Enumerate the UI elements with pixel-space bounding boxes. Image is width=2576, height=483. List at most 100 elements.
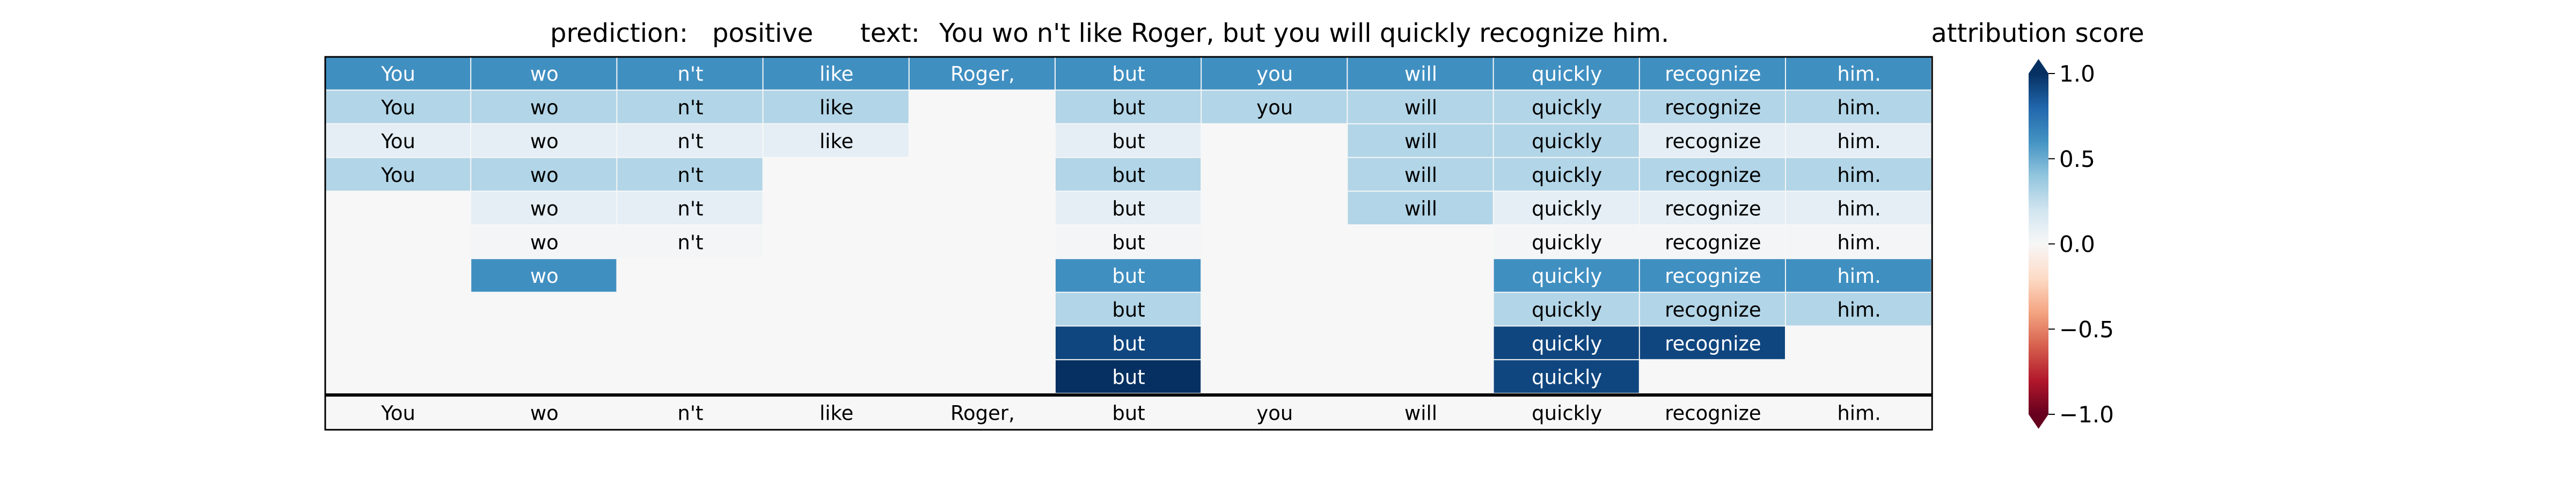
colorbar-tick-label: 0.0	[2059, 231, 2095, 258]
cell-token-label: but	[1112, 298, 1145, 321]
cell-token-label: him.	[1837, 130, 1881, 153]
colorbar-extend-max	[2029, 59, 2048, 74]
cell-token-label: quickly	[1532, 197, 1602, 221]
heatmap-cell	[1494, 259, 1639, 292]
colorbar-label: attribution score	[1931, 18, 2144, 48]
heatmap-cell	[1348, 57, 1493, 90]
heatmap-cell	[325, 57, 471, 90]
heatmap-cell	[471, 158, 617, 191]
cell-token-label: will	[1404, 197, 1437, 221]
cell-token-label: recognize	[1665, 62, 1761, 85]
reference-token-label: like	[819, 401, 853, 425]
cell-token-label: him.	[1837, 265, 1881, 288]
heatmap-cell	[1056, 259, 1201, 292]
cell-token-label: recognize	[1665, 265, 1761, 288]
colorbar-extend-min	[2029, 414, 2048, 429]
colorbar-tick-label: 0.5	[2059, 146, 2095, 172]
cell-token-label: but	[1112, 62, 1145, 85]
cell-token-label: quickly	[1532, 332, 1602, 355]
cell-token-label: recognize	[1665, 96, 1761, 119]
reference-token-label: recognize	[1665, 401, 1761, 425]
cell-token-label: will	[1404, 164, 1437, 187]
heatmap-cell	[1056, 57, 1201, 90]
cell-token-label: recognize	[1665, 231, 1761, 254]
cell-token-label: you	[1256, 62, 1293, 85]
heatmap-cell	[1494, 292, 1639, 326]
cell-token-label: quickly	[1532, 96, 1602, 119]
heatmap-cell	[1348, 158, 1493, 191]
heatmap-cell	[1640, 158, 1785, 191]
chart-title: prediction: positive text: You wo n't li…	[550, 18, 1669, 48]
heatmap-cell	[1056, 292, 1201, 326]
heatmap-cell	[1786, 259, 1931, 292]
heatmap-cell	[325, 124, 471, 157]
cell-token-label: but	[1112, 96, 1145, 119]
heatmap-cell	[471, 259, 617, 292]
cell-token-label: him.	[1837, 164, 1881, 187]
heatmap-cell	[1786, 192, 1931, 224]
cell-token-label: will	[1404, 96, 1437, 119]
cell-token-label: n't	[677, 231, 703, 254]
cell-token-label: recognize	[1665, 130, 1761, 153]
heatmap-cell	[1202, 57, 1347, 90]
cell-token-label: n't	[677, 164, 703, 187]
text-value: You wo n't like Roger, but you will quic…	[939, 18, 1669, 48]
heatmap-cell	[1494, 124, 1639, 157]
heatmap-cell	[1056, 360, 1201, 393]
reference-token-label: quickly	[1532, 401, 1602, 425]
colorbar-tick-label: −1.0	[2059, 401, 2114, 428]
heatmap-cell	[471, 192, 617, 224]
cell-token-label: You	[380, 62, 415, 85]
heatmap-cell	[1494, 158, 1639, 191]
heatmap-cell	[1640, 192, 1785, 224]
cell-token-label: but	[1112, 366, 1145, 389]
reference-token-label: will	[1404, 401, 1437, 425]
heatmap-cell	[1056, 124, 1201, 157]
cell-token-label: you	[1256, 96, 1293, 119]
cell-token-label: quickly	[1532, 164, 1602, 187]
heatmap-cell	[1786, 292, 1931, 326]
heatmap-cell	[1056, 90, 1201, 123]
prediction-label: prediction:	[550, 18, 688, 48]
colorbar-tick-label: −0.5	[2059, 316, 2114, 342]
heatmap-cell	[471, 225, 617, 258]
heatmap-cell	[1640, 124, 1785, 157]
reference-token-label: but	[1112, 401, 1145, 425]
heatmap-cell	[1348, 124, 1493, 157]
reference-token-label: you	[1256, 401, 1293, 425]
heatmap-cell	[471, 57, 617, 90]
cell-token-label: like	[819, 130, 853, 153]
reference-token-label: Roger,	[950, 401, 1015, 425]
heatmap-cell	[617, 225, 763, 258]
heatmap-cell	[1056, 326, 1201, 360]
cell-token-label: n't	[677, 130, 703, 153]
heatmap-cell	[1202, 90, 1347, 123]
heatmap-cell	[617, 158, 763, 191]
cell-token-label: quickly	[1532, 231, 1602, 254]
cell-token-label: will	[1404, 130, 1437, 153]
cell-token-label: quickly	[1532, 265, 1602, 288]
heatmap-cell	[763, 57, 909, 90]
heatmap-cell	[1494, 360, 1639, 393]
heatmap-cell	[1056, 225, 1201, 258]
cell-token-label: but	[1112, 265, 1145, 288]
attribution-heatmap: You wo n't like Roger, but you will quickly recog…	[324, 56, 1933, 431]
heatmap-border	[324, 56, 1933, 431]
cell-token-label: quickly	[1532, 366, 1602, 389]
heatmap-cell	[617, 124, 763, 157]
cell-token-label: wo	[530, 164, 559, 187]
cell-token-label: will	[1404, 62, 1437, 85]
heatmap-cell	[1494, 57, 1639, 90]
reference-token-label: him.	[1837, 401, 1881, 425]
heatmap-cell	[1640, 225, 1785, 258]
cell-token-label: wo	[530, 265, 559, 288]
cell-token-label: quickly	[1532, 298, 1602, 321]
colorbar: attribution score 1.0 0.5 0.0 −0.5 −1.0	[1931, 18, 2145, 429]
cell-token-label: recognize	[1665, 298, 1761, 321]
heatmap-cell	[1640, 259, 1785, 292]
heatmap-cell	[763, 90, 909, 123]
heatmap-cell	[763, 124, 909, 157]
cell-token-label: like	[819, 62, 853, 85]
cell-token-label: Roger,	[950, 62, 1015, 85]
